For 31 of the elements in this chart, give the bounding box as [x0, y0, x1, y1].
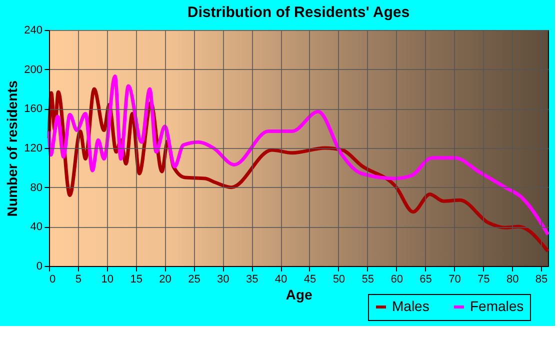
x-tick-label: 40 — [274, 274, 288, 286]
x-tick-label: 25 — [188, 274, 200, 286]
y-tick-label: 160 — [24, 103, 42, 116]
y-tick-label: 200 — [24, 64, 42, 76]
x-tick-label: 5 — [75, 274, 82, 286]
line-series — [47, 74, 550, 236]
x-tick-label: 35 — [246, 274, 258, 286]
x-tick-label: 80 — [506, 274, 519, 286]
y-tick-label: 120 — [24, 142, 42, 154]
x-tick-label: 75 — [478, 274, 490, 286]
x-tick-label: 15 — [130, 274, 142, 286]
y-tick-label: 240 — [24, 24, 42, 36]
x-tick-label: 65 — [420, 274, 432, 286]
x-tick-label: 0 — [50, 274, 56, 286]
y-axis-title: Number of residents — [4, 80, 20, 217]
legend-label: Females — [470, 298, 524, 314]
x-tick-label: 30 — [217, 274, 230, 286]
x-tick-label: 70 — [448, 274, 461, 286]
x-tick-label: 55 — [362, 274, 374, 286]
x-tick-label: 45 — [304, 274, 316, 286]
x-axis-title: Age — [286, 286, 312, 302]
x-tick-label: 50 — [332, 274, 346, 286]
y-tick-label: 0 — [36, 260, 42, 272]
x-tick-label: 20 — [159, 274, 172, 286]
y-tick-label: 40 — [30, 221, 42, 234]
x-tick-label: 60 — [390, 274, 403, 286]
y-tick-label: 80 — [30, 182, 42, 194]
chart-title: Distribution of Residents' Ages — [187, 4, 410, 21]
x-tick-label: 10 — [101, 274, 114, 286]
x-tick-label: 85 — [535, 274, 548, 286]
legend-label: Males — [392, 298, 430, 314]
